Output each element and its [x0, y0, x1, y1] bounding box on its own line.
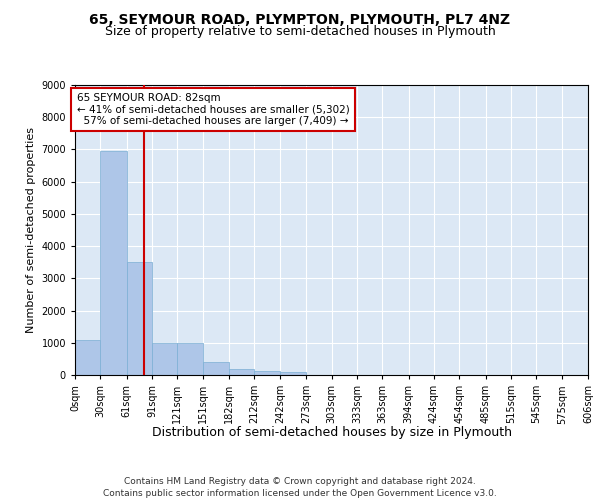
- Bar: [100, 151, 127, 375]
- Bar: [254, 371, 280, 375]
- Bar: [75, 340, 100, 375]
- Text: Size of property relative to semi-detached houses in Plymouth: Size of property relative to semi-detach…: [104, 25, 496, 38]
- Bar: [178, 343, 203, 375]
- Text: 65, SEYMOUR ROAD, PLYMPTON, PLYMOUTH, PL7 4NZ: 65, SEYMOUR ROAD, PLYMPTON, PLYMOUTH, PL…: [89, 12, 511, 26]
- Bar: [127, 262, 152, 375]
- X-axis label: Distribution of semi-detached houses by size in Plymouth: Distribution of semi-detached houses by …: [151, 426, 511, 440]
- Bar: [203, 362, 229, 375]
- Text: Contains HM Land Registry data © Crown copyright and database right 2024.
Contai: Contains HM Land Registry data © Crown c…: [103, 476, 497, 498]
- Bar: [229, 368, 254, 375]
- Bar: [152, 343, 178, 375]
- Y-axis label: Number of semi-detached properties: Number of semi-detached properties: [26, 127, 36, 333]
- Bar: [280, 372, 306, 375]
- Text: 65 SEYMOUR ROAD: 82sqm
← 41% of semi-detached houses are smaller (5,302)
  57% o: 65 SEYMOUR ROAD: 82sqm ← 41% of semi-det…: [77, 93, 349, 126]
